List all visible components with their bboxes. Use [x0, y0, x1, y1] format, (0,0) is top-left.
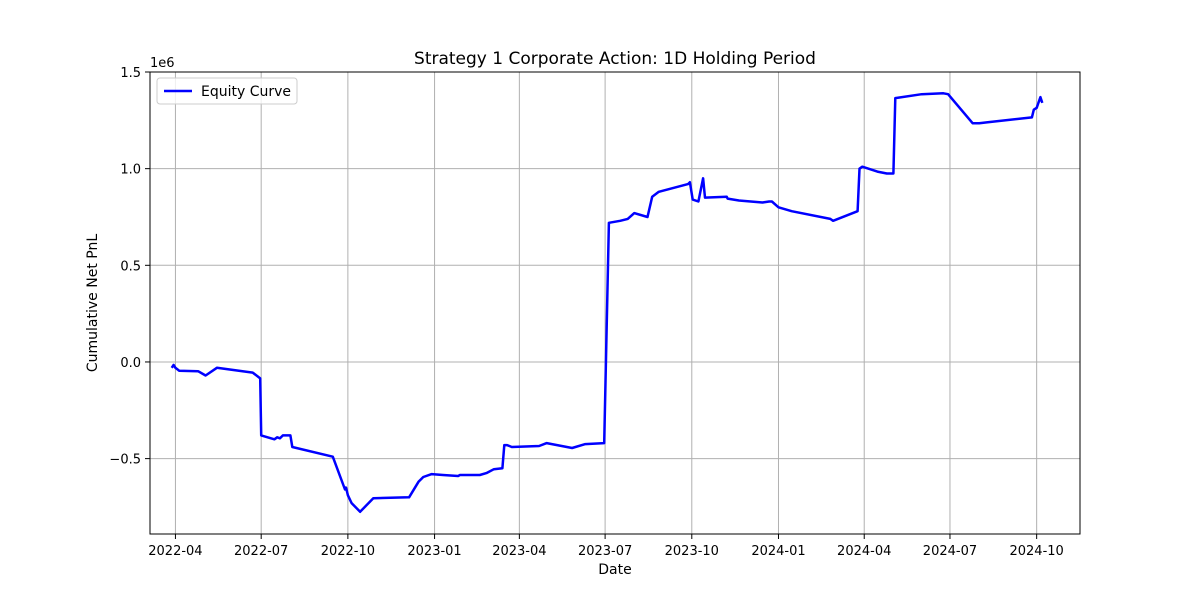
x-axis-label: Date	[598, 562, 631, 578]
x-tick-label: 2022-07	[234, 544, 288, 559]
line-layer	[170, 92, 1044, 514]
x-tick-label: 2024-01	[751, 544, 805, 559]
plot-area-frame	[149, 71, 1081, 535]
y-tick-label: 1.5	[120, 66, 141, 81]
y-tick-label: 0.0	[120, 356, 141, 371]
chart-title: Strategy 1 Corporate Action: 1D Holding …	[414, 49, 816, 69]
y-tick-label: −0.5	[109, 453, 141, 468]
x-tick-label: 2023-01	[407, 544, 461, 559]
x-tick-label: 2024-04	[837, 544, 891, 559]
legend-box	[156, 77, 298, 105]
x-tick-label: 2023-10	[665, 544, 719, 559]
tick-layer: 2022-04 2022-07 2022-10 2023-01 2023-04 2023-…	[109, 66, 1063, 559]
y-offset-label: 1e6	[150, 56, 175, 71]
x-tick-label: 2024-10	[1009, 544, 1063, 559]
legend-label: Equity Curve	[201, 84, 291, 100]
equity-curve-line	[170, 92, 1044, 514]
y-tick-label: 1.0	[120, 163, 141, 178]
x-tick-label: 2022-10	[321, 544, 375, 559]
x-tick-label: 2022-04	[148, 544, 202, 559]
y-tick-label: 0.5	[120, 259, 141, 274]
legend: Equity Curve	[156, 77, 298, 105]
x-tick-label: 2023-04	[492, 544, 546, 559]
x-tick-label: 2023-07	[578, 544, 632, 559]
x-tick-label: 2024-07	[923, 544, 977, 559]
y-axis-label: Cumulative Net PnL	[85, 234, 101, 372]
